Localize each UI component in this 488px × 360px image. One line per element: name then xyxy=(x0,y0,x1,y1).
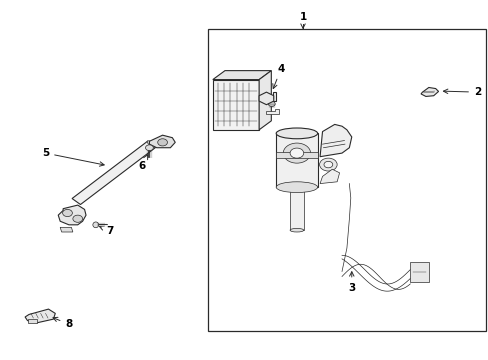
Polygon shape xyxy=(149,135,175,148)
Bar xyxy=(27,319,37,323)
Bar xyxy=(207,30,485,330)
Polygon shape xyxy=(264,92,276,101)
Circle shape xyxy=(62,210,72,217)
Bar xyxy=(212,80,259,130)
Ellipse shape xyxy=(276,128,317,139)
Text: 3: 3 xyxy=(347,272,355,293)
Text: 5: 5 xyxy=(42,148,104,166)
Polygon shape xyxy=(212,71,271,80)
Ellipse shape xyxy=(276,182,317,193)
Text: 8: 8 xyxy=(53,317,72,329)
Text: 1: 1 xyxy=(299,12,306,22)
Circle shape xyxy=(158,139,167,146)
Circle shape xyxy=(268,102,275,107)
Polygon shape xyxy=(320,125,351,157)
Circle shape xyxy=(283,143,310,163)
Polygon shape xyxy=(320,169,339,184)
Text: 7: 7 xyxy=(99,226,114,236)
Ellipse shape xyxy=(147,141,156,148)
Polygon shape xyxy=(420,87,438,96)
Text: 2: 2 xyxy=(443,87,480,97)
Circle shape xyxy=(289,148,303,158)
Polygon shape xyxy=(58,205,86,225)
Circle shape xyxy=(319,158,336,171)
Polygon shape xyxy=(259,92,273,105)
Bar xyxy=(289,187,303,230)
Polygon shape xyxy=(72,141,156,204)
Text: 6: 6 xyxy=(138,155,147,171)
Circle shape xyxy=(73,215,82,222)
Circle shape xyxy=(145,145,153,150)
Bar xyxy=(409,262,428,282)
Ellipse shape xyxy=(93,222,99,228)
Circle shape xyxy=(324,161,332,168)
Text: 4: 4 xyxy=(272,64,284,89)
Polygon shape xyxy=(259,71,271,130)
Ellipse shape xyxy=(289,228,303,232)
Bar xyxy=(276,134,317,187)
Polygon shape xyxy=(25,309,55,323)
Polygon shape xyxy=(60,227,73,232)
Bar xyxy=(276,152,317,158)
Polygon shape xyxy=(266,109,278,114)
